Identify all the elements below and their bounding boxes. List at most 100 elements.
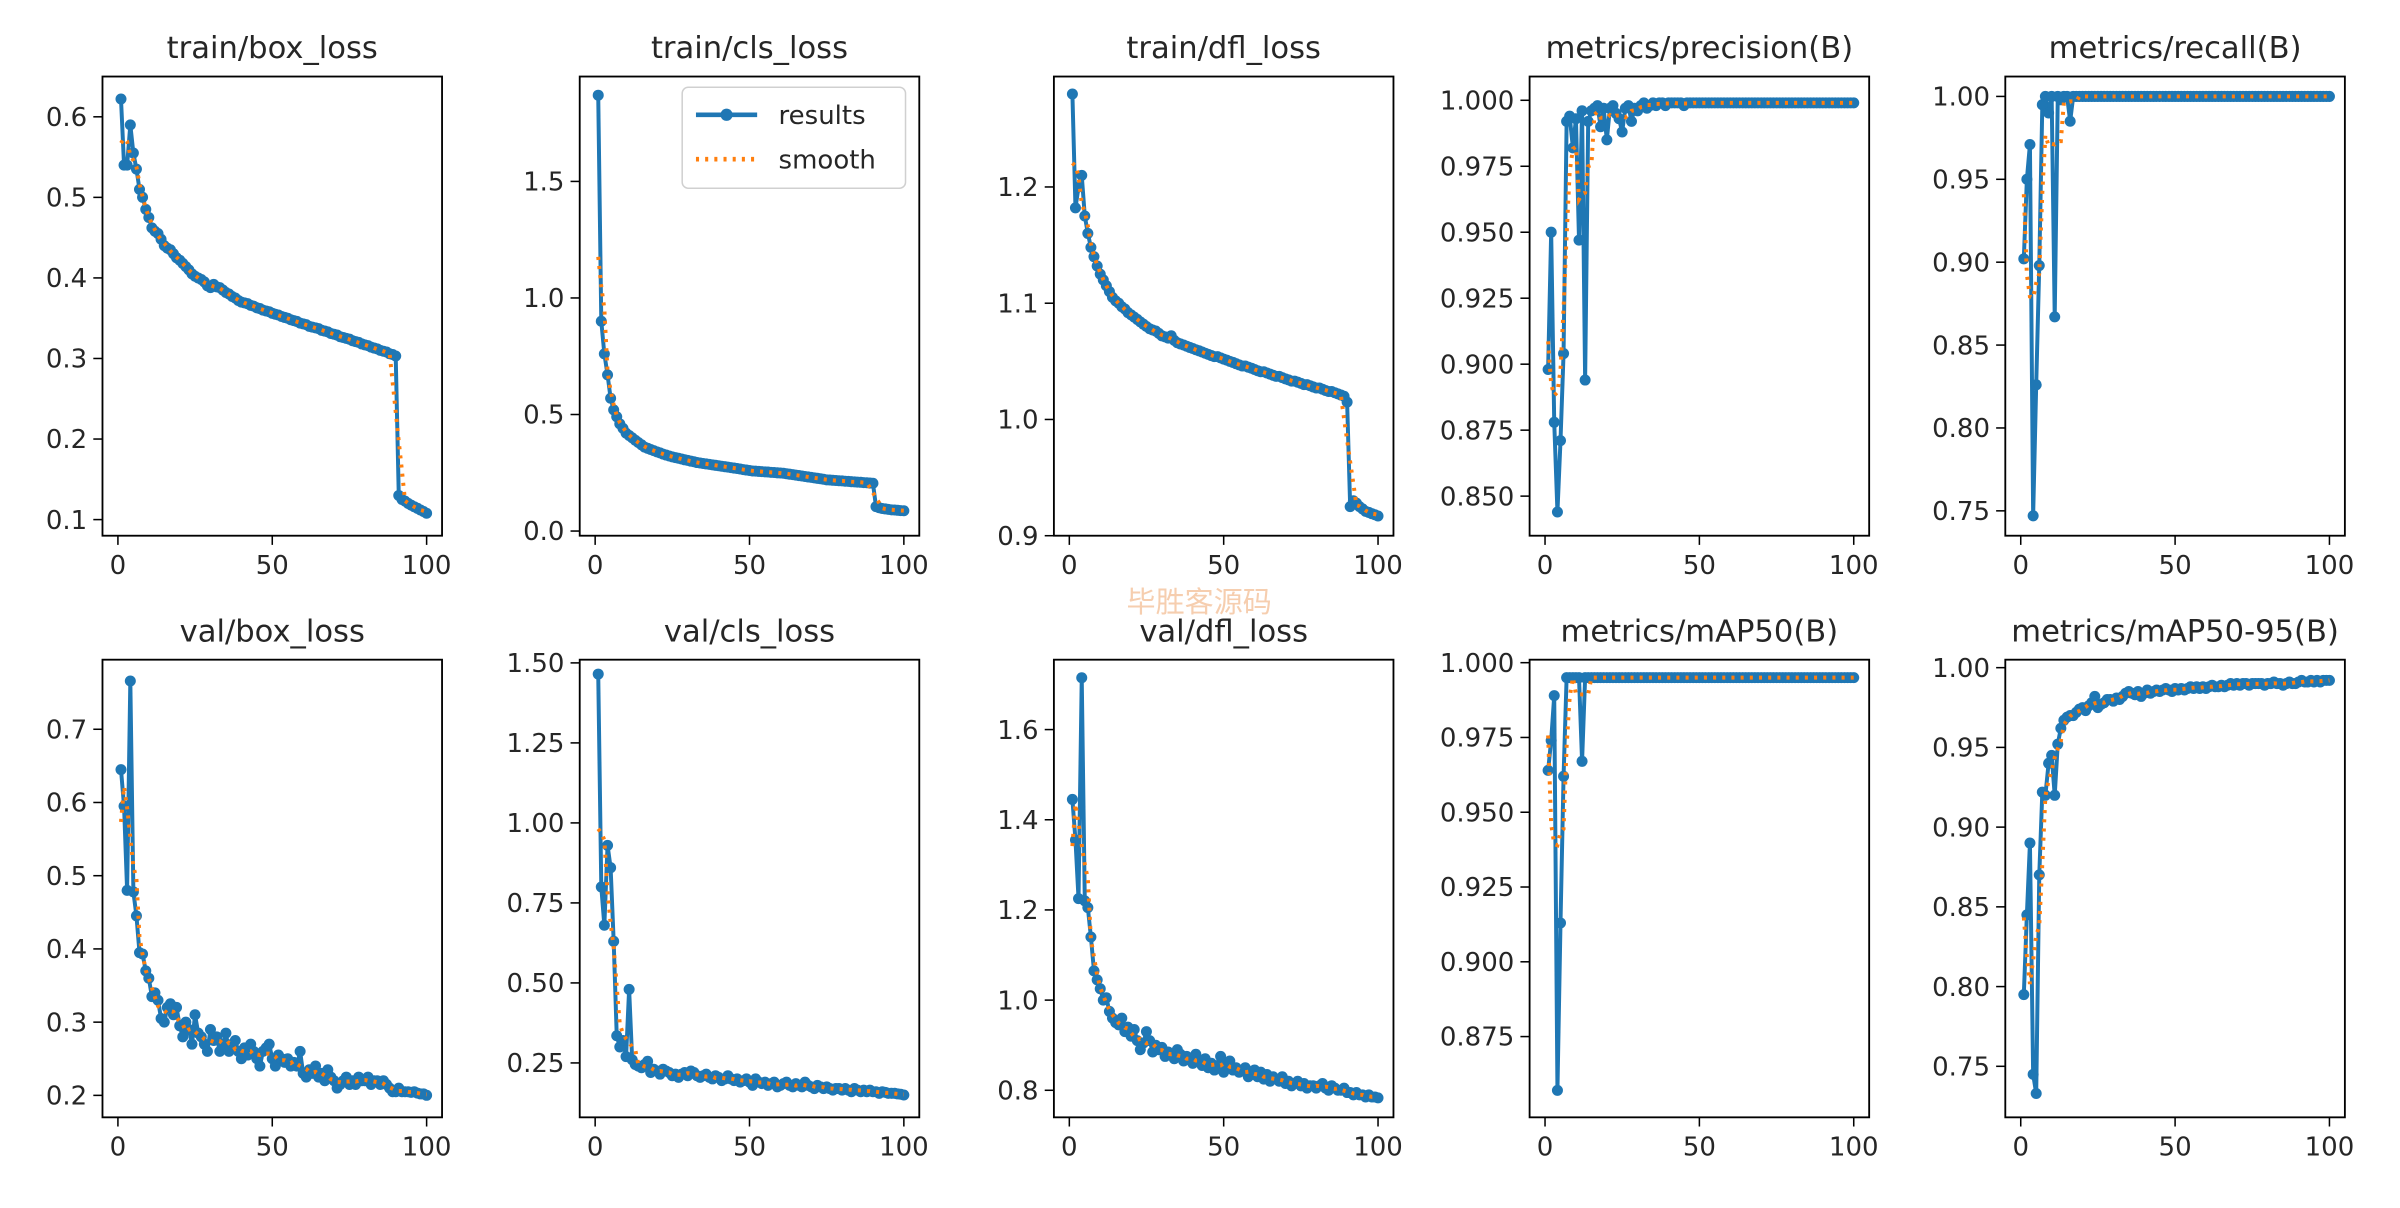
results-point [2021,173,2033,185]
axes-frame [578,658,921,1119]
y-tick-label: 0.8 [997,1076,1038,1106]
results-point [898,505,910,517]
axes-frame [1052,658,1395,1119]
results-point [898,1089,910,1101]
x-tick-label: 0 [110,551,127,581]
results-point [598,919,610,931]
panel-title: val/box_loss [180,614,365,649]
results-point [1601,134,1613,146]
panel-title: metrics/recall(B) [2049,31,2302,66]
y-tick-label: 0.2 [46,1082,87,1112]
plot-area [115,93,433,519]
results-point [1341,396,1353,408]
results-point [177,1031,189,1043]
y-tick-label: 0.0 [523,517,564,547]
results-point [1573,234,1585,246]
results-point [623,983,635,995]
y-tick-label: 0.5 [46,184,87,214]
legend-results-marker [720,108,733,121]
results-point [1595,121,1607,133]
results-point [1082,227,1094,239]
plot-area [592,89,910,517]
results-point [1576,105,1588,117]
panel-train-cls-loss: train/cls_loss 0 50 100 0.0 0.5 1.0 1.5 [523,31,929,581]
results-point [2018,989,2030,1001]
y-tick-label: 1.000 [1440,649,1514,679]
results-point [642,1055,654,1067]
panel-val-dfl-loss: val/dfl_loss 0 50 100 0.8 1.0 1.2 1.4 1.6 [997,614,1403,1162]
results-line [1546,675,1854,1093]
y-tick-label: 1.25 [507,729,565,759]
x-tick-label: 0 [1061,551,1078,581]
results-point [1088,251,1100,263]
results-point [152,994,164,1006]
x-tick-label: 100 [2305,1133,2355,1163]
smooth-line [119,786,427,1097]
results-point [1085,241,1097,253]
y-tick-label: 0.925 [1440,873,1514,903]
results-point [1551,1084,1563,1096]
y-tick-label: 0.9 [997,522,1038,552]
results-point [115,764,127,776]
results-point [115,93,127,105]
results-point [2043,107,2055,119]
y-tick-label: 1.1 [997,289,1038,319]
results-point [390,350,402,362]
results-point [1218,1066,1230,1078]
plot-area [1542,97,1860,518]
y-tick-label: 0.7 [46,715,87,745]
x-tick-label: 0 [1061,1133,1078,1163]
y-tick-label: 0.80 [1932,414,1990,444]
axes-frame [101,75,443,537]
smooth-line [119,135,428,514]
smooth-line [1070,803,1379,1100]
y-tick-label: 0.75 [507,889,565,919]
results-point [158,1016,170,1028]
axes-frame [101,658,443,1119]
results-point [1613,113,1625,125]
results-line [119,98,428,515]
y-tick-label: 1.0 [523,284,564,314]
results-point [211,1031,223,1043]
results-point [595,881,607,893]
y-tick-label: 1.2 [997,173,1038,203]
results-line [2021,678,2330,1096]
results-line [119,678,428,1098]
y-tick-label: 0.5 [523,401,564,431]
results-point [2089,690,2101,702]
x-tick-label: 100 [1829,551,1879,581]
plot-area [1066,672,1384,1104]
results-point [124,119,136,131]
x-tick-label: 0 [587,551,604,581]
x-tick-label: 50 [733,551,766,581]
panel-train-dfl-loss: train/dfl_loss 0 50 100 0.9 1.0 1.1 1.2 [997,31,1403,581]
x-tick-label: 0 [1537,1133,1554,1163]
panel-title: metrics/mAP50(B) [1561,614,1839,649]
y-tick-label: 0.80 [1932,973,1990,1003]
results-point [310,1060,322,1072]
results-point [1576,755,1588,767]
y-tick-label: 0.6 [46,103,87,133]
y-tick-label: 0.2 [46,425,87,455]
results-point [2030,1087,2042,1099]
y-tick-label: 0.6 [46,789,87,819]
results-point [2036,99,2048,111]
results-point [1069,834,1081,846]
legend-results-label: results [779,101,866,131]
panel-title: train/box_loss [167,31,378,66]
results-point [602,839,614,851]
y-tick-label: 0.3 [46,1008,87,1038]
axes-frame [2004,658,2346,1119]
results-point [2027,510,2039,522]
y-tick-label: 0.875 [1440,416,1514,446]
y-tick-label: 1.50 [507,649,565,679]
axes-frame [1528,658,1871,1119]
y-tick-label: 0.85 [1932,893,1990,923]
x-tick-label: 100 [879,551,929,581]
results-point [1548,690,1560,702]
legend-smooth-label: smooth [779,145,876,175]
x-tick-label: 100 [1353,1133,1403,1163]
x-tick-label: 0 [587,1133,604,1163]
